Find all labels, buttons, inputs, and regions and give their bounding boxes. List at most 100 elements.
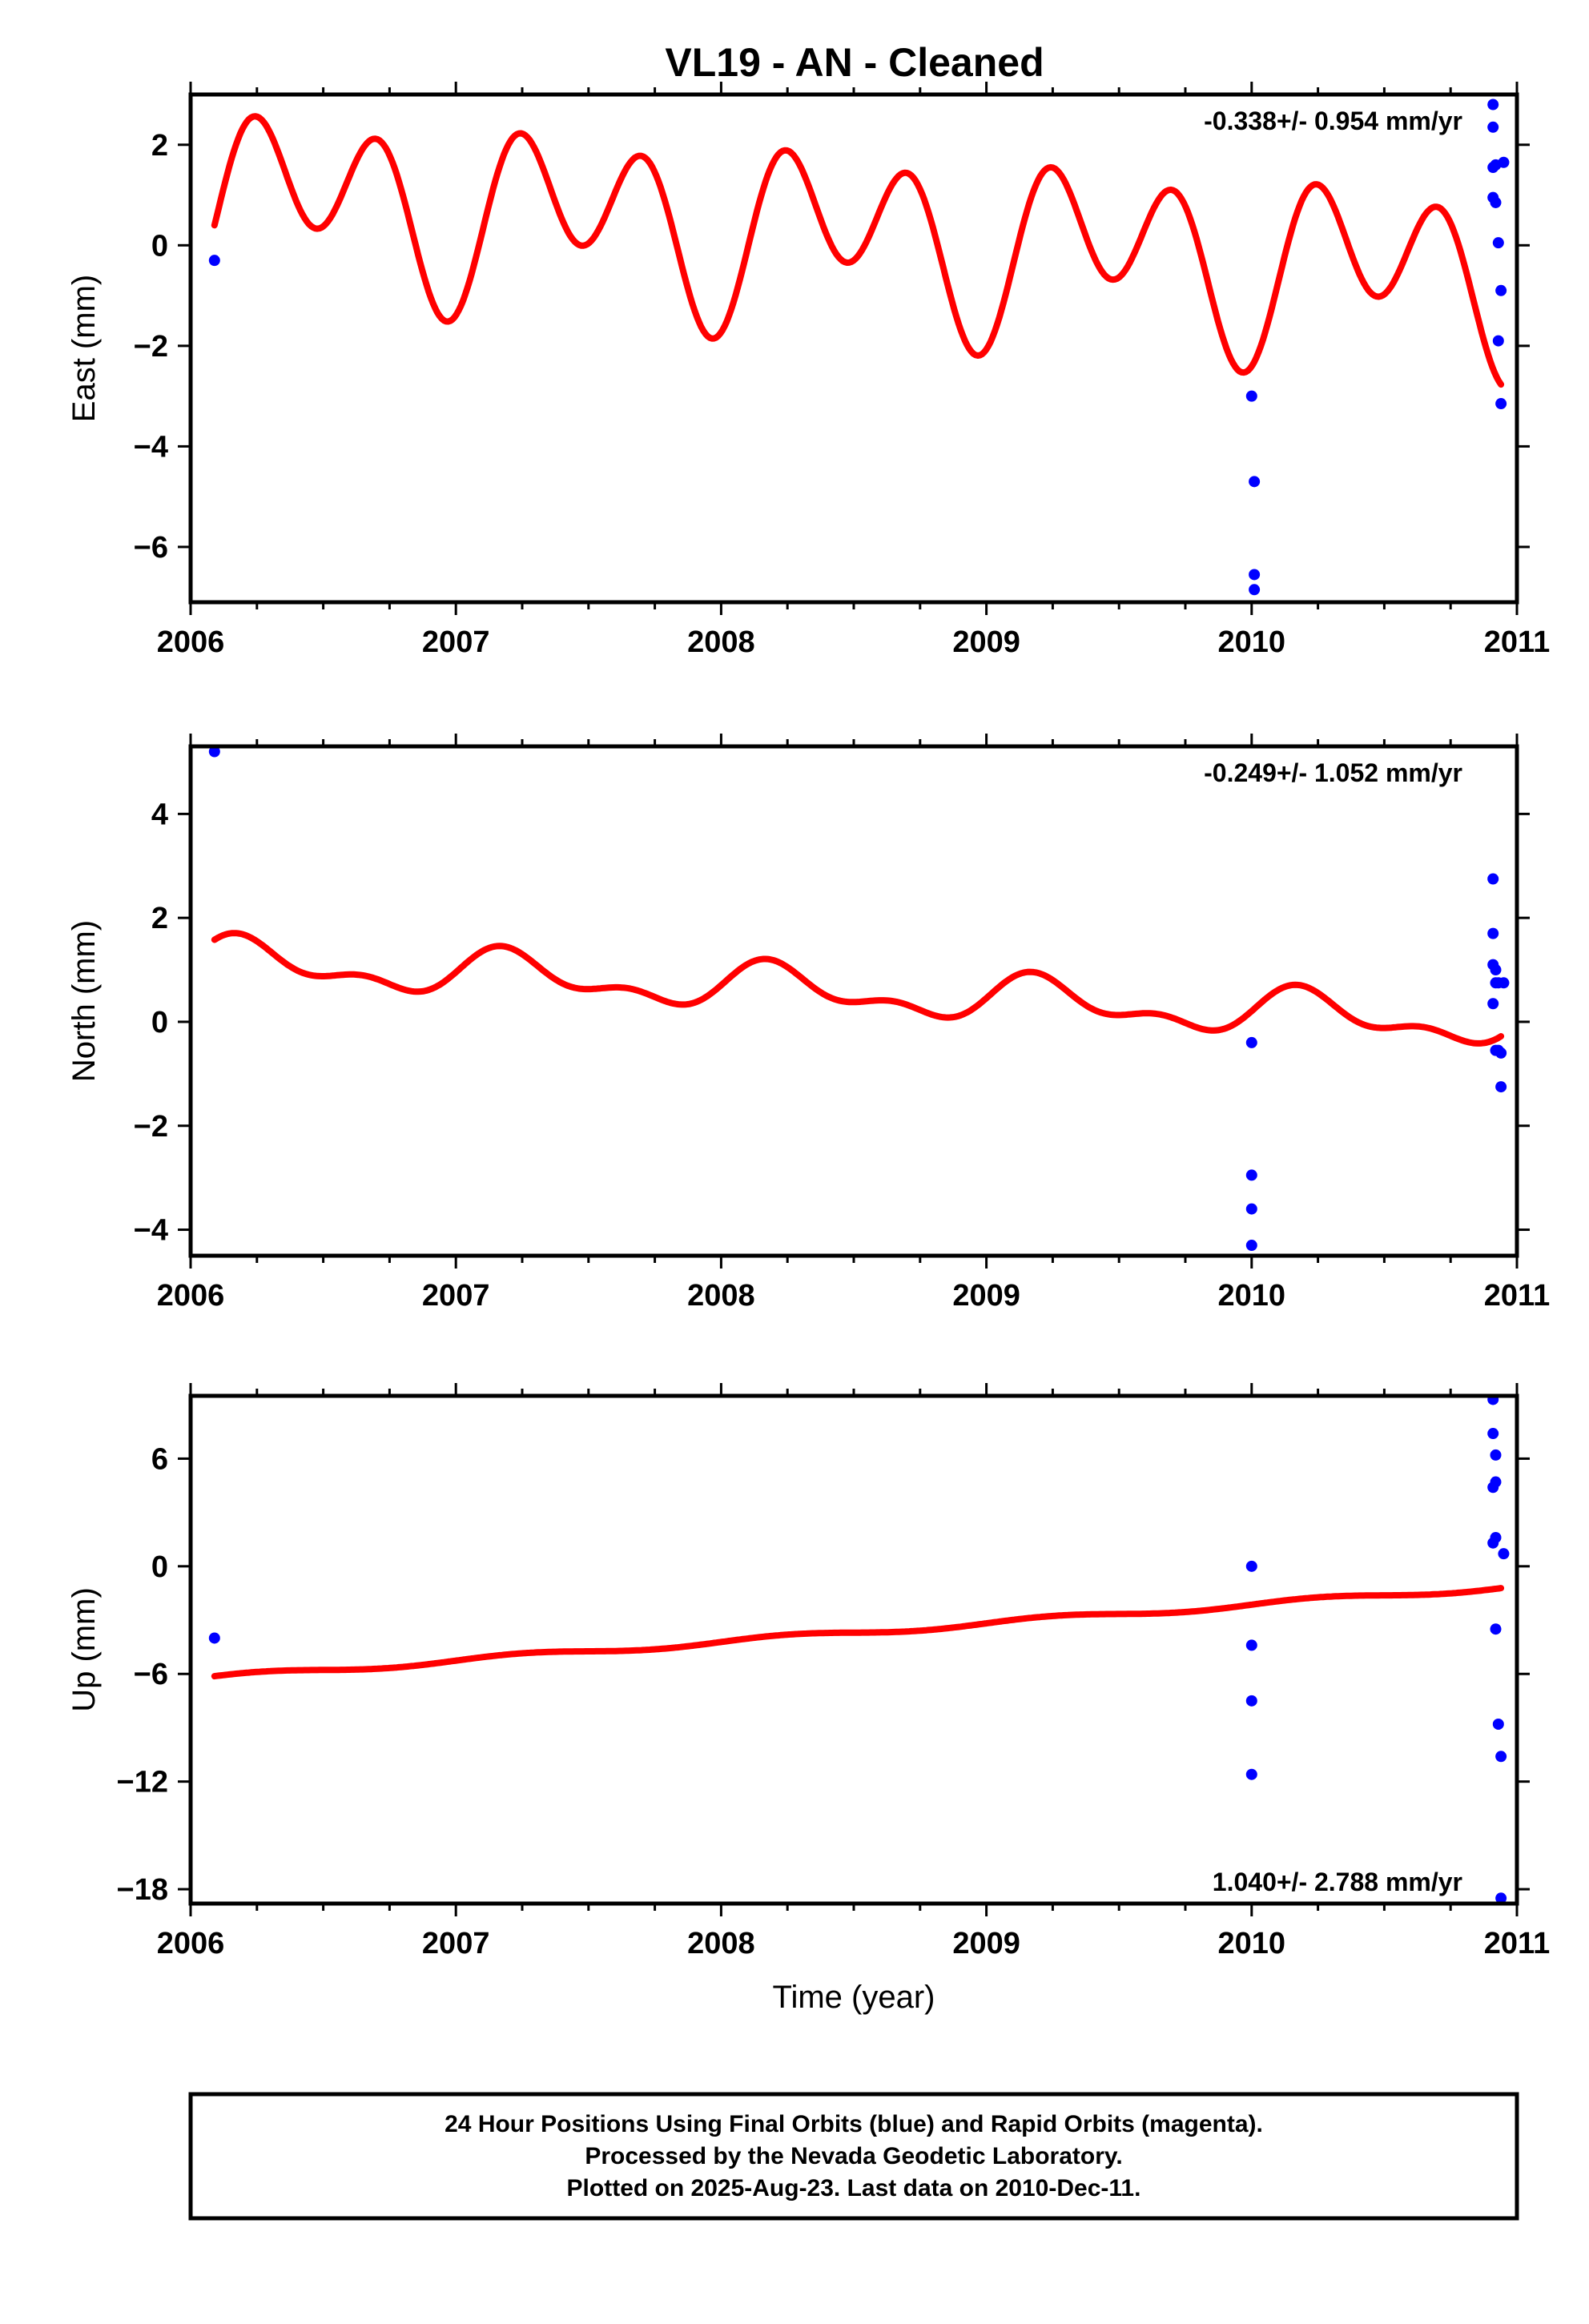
data-point [208,746,220,758]
data-point [1498,156,1510,168]
data-point [1249,476,1261,488]
x-tick-label: 2007 [422,1279,490,1313]
y-tick-label: 0 [151,1550,168,1584]
footer-border [188,2092,1519,2221]
data-point [1249,569,1261,581]
y-tick-label: 0 [151,229,168,263]
data-point [1245,1560,1257,1572]
data-point [1487,927,1499,939]
y-axis-label: North (mm) [66,920,102,1082]
data-point [1492,237,1504,249]
data-point [1245,1639,1257,1651]
rate-annotation: -0.249+/- 1.052 mm/yr [1204,758,1462,787]
model-fit-line [211,930,1505,1047]
data-point [1245,1768,1257,1780]
data-point [1498,977,1510,989]
rate-annotation: 1.040+/- 2.788 mm/yr [1213,1868,1462,1896]
footer-line-2: Processed by the Nevada Geodetic Laborat… [585,2143,1122,2169]
y-tick-label: −4 [134,1214,168,1248]
y-tick-label: 2 [151,902,168,935]
x-tick-label: 2008 [687,1279,755,1313]
y-tick-label: 4 [151,798,168,831]
data-point [1495,1081,1507,1093]
panel-up: 2006 2007 2008 2009 2010 2011 −18 −12 −6 0 6 Up (mm… [66,1383,1550,2015]
plot-frame [188,744,1519,1258]
y-tick-label: −2 [134,330,168,364]
data-point [1495,1047,1507,1059]
data-point [1490,964,1502,976]
x-tick-label: 2011 [1484,1927,1550,1960]
data-point [1245,1695,1257,1707]
x-tick-label: 2007 [422,625,490,659]
data-point [1495,284,1507,296]
data-point [1495,398,1507,410]
chart-title: VL19 - AN - Cleaned [665,40,1044,85]
y-tick-label: 6 [151,1442,168,1476]
model-fit-line [211,113,1505,388]
plot-frame [188,92,1519,605]
y-tick-label: −4 [134,430,168,464]
y-axis-label: Up (mm) [66,1587,102,1712]
data-point [1492,1718,1504,1730]
data-point [208,1632,220,1644]
x-tick-label: 2009 [952,625,1020,659]
data-point [1487,99,1499,111]
x-tick-label: 2006 [157,625,225,659]
x-tick-label: 2011 [1484,625,1550,659]
x-tick-label: 2009 [952,1927,1020,1960]
footer-line-1: 24 Hour Positions Using Final Orbits (bl… [445,2111,1263,2137]
data-point [1487,121,1499,133]
y-tick-label: −12 [117,1766,168,1799]
data-point [1245,1036,1257,1048]
data-point [1487,1537,1499,1549]
data-point [1487,998,1499,1010]
y-tick-label: −6 [134,531,168,565]
y-tick-label: −18 [117,1873,168,1907]
x-tick-label: 2006 [157,1927,225,1960]
x-axis-label: Time (year) [773,1980,935,2015]
rate-annotation: -0.338+/- 0.954 mm/yr [1204,107,1462,135]
data-point [1495,1892,1507,1904]
panel-north: 2006 2007 2008 2009 2010 2011 −4 −2 0 2 4 North (mm… [66,734,1550,1313]
footer-line-3: Plotted on 2025-Aug-23. Last data on 201… [567,2175,1141,2201]
data-point [1487,873,1499,885]
data-point [1245,1169,1257,1181]
y-tick-label: −2 [134,1110,168,1144]
x-tick-label: 2007 [422,1927,490,1960]
data-point [208,255,220,267]
x-tick-label: 2008 [687,625,755,659]
data-point [1249,584,1261,596]
data-point [1498,1548,1510,1560]
data-point [1245,1240,1257,1252]
x-tick-label: 2010 [1218,1279,1286,1313]
plot-frame [188,1393,1519,1906]
panel-east: 2006 2007 2008 2009 2010 2011 −6 −4 −2 0 2 East (mm… [66,82,1550,659]
data-point [1490,1623,1502,1635]
data-points [208,746,1510,1252]
x-tick-label: 2011 [1484,1279,1550,1313]
data-point [1487,1482,1499,1494]
data-point [1490,196,1502,208]
x-tick-label: 2008 [687,1927,755,1960]
data-points [208,1396,1510,1904]
data-point [1492,335,1504,347]
x-tick-label: 2010 [1218,625,1286,659]
x-tick-label: 2010 [1218,1927,1286,1960]
data-point [1245,1203,1257,1215]
footer-box: 24 Hour Positions Using Final Orbits (bl… [188,2092,1519,2221]
y-axis-label: East (mm) [66,275,102,422]
data-point [1495,1751,1507,1763]
x-tick-label: 2006 [157,1279,225,1313]
y-axis-ticks [178,1457,1530,1891]
y-tick-label: 0 [151,1006,168,1039]
y-axis-ticks [178,143,1530,549]
model-fit-line [211,1585,1505,1680]
y-tick-label: −6 [134,1658,168,1691]
y-tick-label: 2 [151,129,168,163]
x-tick-label: 2009 [952,1279,1020,1313]
data-point [1245,390,1257,402]
data-point [1487,1428,1499,1440]
